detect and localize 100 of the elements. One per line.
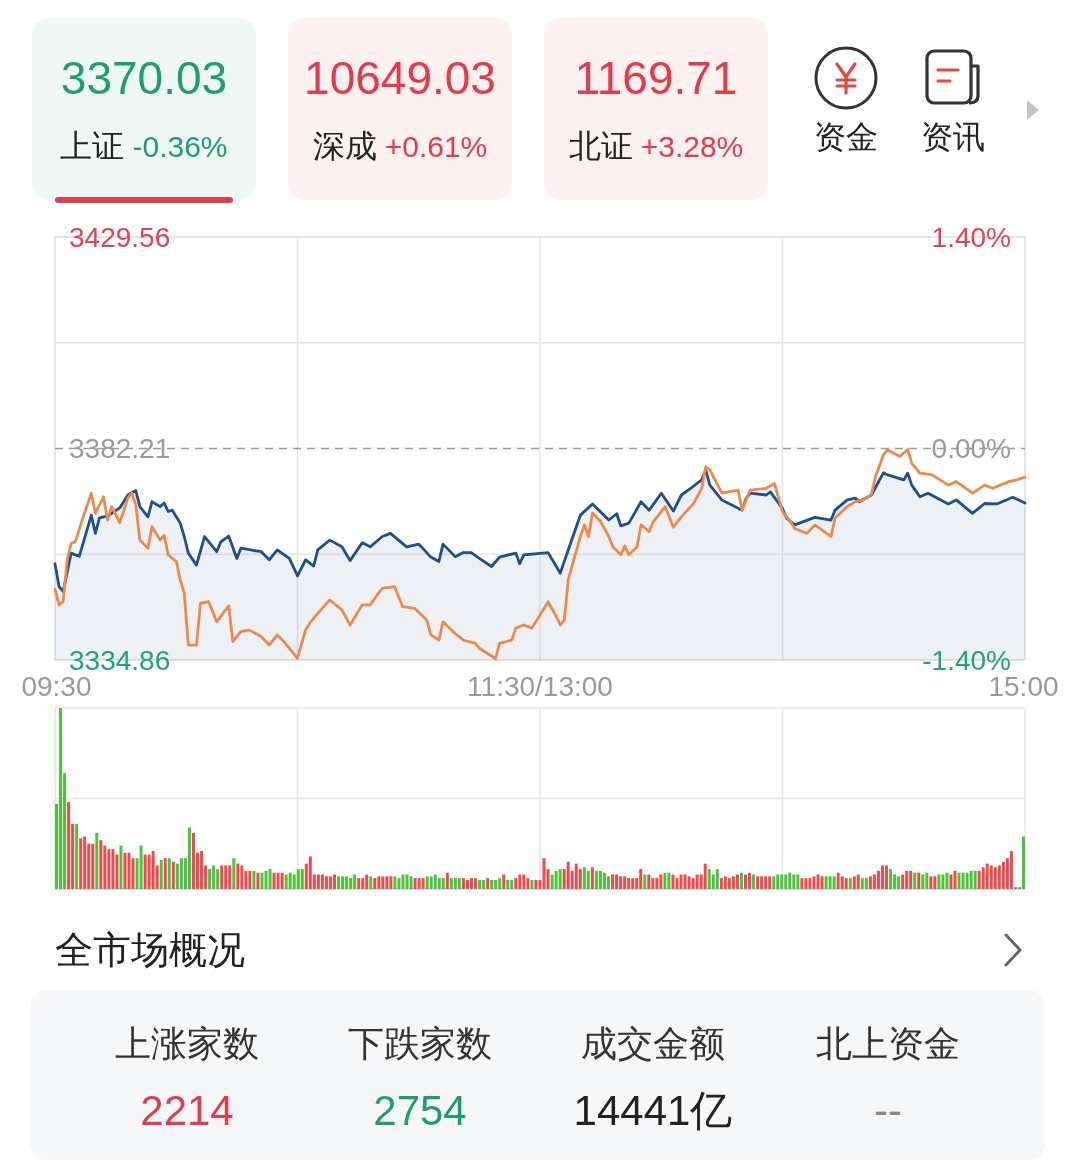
bar <box>687 876 691 889</box>
bar <box>586 870 590 889</box>
bar <box>872 874 876 889</box>
bar <box>997 865 1001 889</box>
bar <box>574 863 578 889</box>
bar <box>357 878 361 889</box>
bar <box>421 878 425 889</box>
bar <box>518 874 522 889</box>
bar <box>494 879 498 889</box>
bar <box>840 876 844 889</box>
bar <box>820 876 824 889</box>
text: -0.36% <box>132 129 228 163</box>
bar <box>413 878 417 889</box>
bar <box>1022 836 1025 889</box>
bar <box>127 852 131 889</box>
bar <box>393 876 397 889</box>
bar <box>752 874 756 889</box>
bar <box>67 802 71 889</box>
bar <box>163 858 167 889</box>
bar <box>514 878 518 889</box>
bar <box>324 876 328 889</box>
bar <box>598 870 602 889</box>
bar <box>993 867 997 889</box>
bar <box>159 860 163 889</box>
bar <box>280 872 284 889</box>
bar <box>490 879 494 889</box>
bar <box>83 836 87 889</box>
bar <box>272 872 276 889</box>
bar <box>333 874 336 889</box>
bar <box>111 849 115 889</box>
bar <box>534 879 538 889</box>
bar <box>1009 850 1013 889</box>
bar <box>723 876 727 889</box>
bar <box>341 876 345 889</box>
bar <box>864 878 868 889</box>
bar <box>913 872 917 889</box>
bar <box>369 876 373 889</box>
bar <box>784 874 788 889</box>
bar <box>139 845 143 889</box>
bar <box>727 878 731 889</box>
bar <box>985 863 989 889</box>
bar <box>191 832 195 889</box>
bar <box>425 876 429 889</box>
bar <box>973 870 977 889</box>
bar <box>284 874 288 889</box>
bar <box>828 876 832 889</box>
bar <box>107 849 111 889</box>
bar <box>268 869 272 889</box>
bar <box>429 876 433 889</box>
bar <box>308 856 312 889</box>
bar <box>772 876 776 889</box>
bar <box>929 876 933 889</box>
bar <box>147 854 151 889</box>
bar <box>901 874 905 889</box>
bar <box>99 840 103 889</box>
bar <box>671 874 675 889</box>
bar <box>288 872 292 889</box>
bar <box>832 876 836 889</box>
bar <box>760 876 764 889</box>
bar <box>965 872 969 889</box>
bar <box>881 865 884 889</box>
bar <box>228 865 232 889</box>
bar <box>349 878 353 889</box>
bar <box>804 878 808 889</box>
bar <box>611 874 615 889</box>
bar <box>808 878 812 889</box>
bar <box>361 878 365 889</box>
text: 2214 <box>140 1086 234 1134</box>
bar <box>627 878 631 889</box>
bar <box>236 863 240 889</box>
y-tick-label: 3382.21 <box>69 433 171 464</box>
bar <box>691 878 695 889</box>
bar <box>719 878 723 889</box>
bar <box>256 872 260 889</box>
bar <box>276 872 280 889</box>
bar <box>200 850 204 889</box>
bar <box>981 867 985 889</box>
bar <box>542 858 546 889</box>
bar <box>945 872 949 889</box>
bar <box>707 869 711 889</box>
bar <box>844 878 848 889</box>
bar <box>381 876 385 889</box>
bar <box>683 874 687 889</box>
bar <box>860 878 864 889</box>
category-label: 上证 <box>60 128 125 164</box>
bar <box>643 874 647 889</box>
bar <box>941 874 945 889</box>
bar <box>889 869 893 889</box>
bar <box>917 872 921 889</box>
bar <box>167 858 171 889</box>
bar <box>655 878 659 889</box>
category-label: 北证 <box>568 128 633 164</box>
category-label: 深成 <box>312 128 377 164</box>
bar <box>171 861 175 889</box>
bar <box>566 861 570 889</box>
text: 3370.03 <box>60 52 228 104</box>
bar <box>937 874 941 889</box>
bar <box>95 832 99 889</box>
bar <box>602 872 606 889</box>
bar <box>715 869 719 889</box>
